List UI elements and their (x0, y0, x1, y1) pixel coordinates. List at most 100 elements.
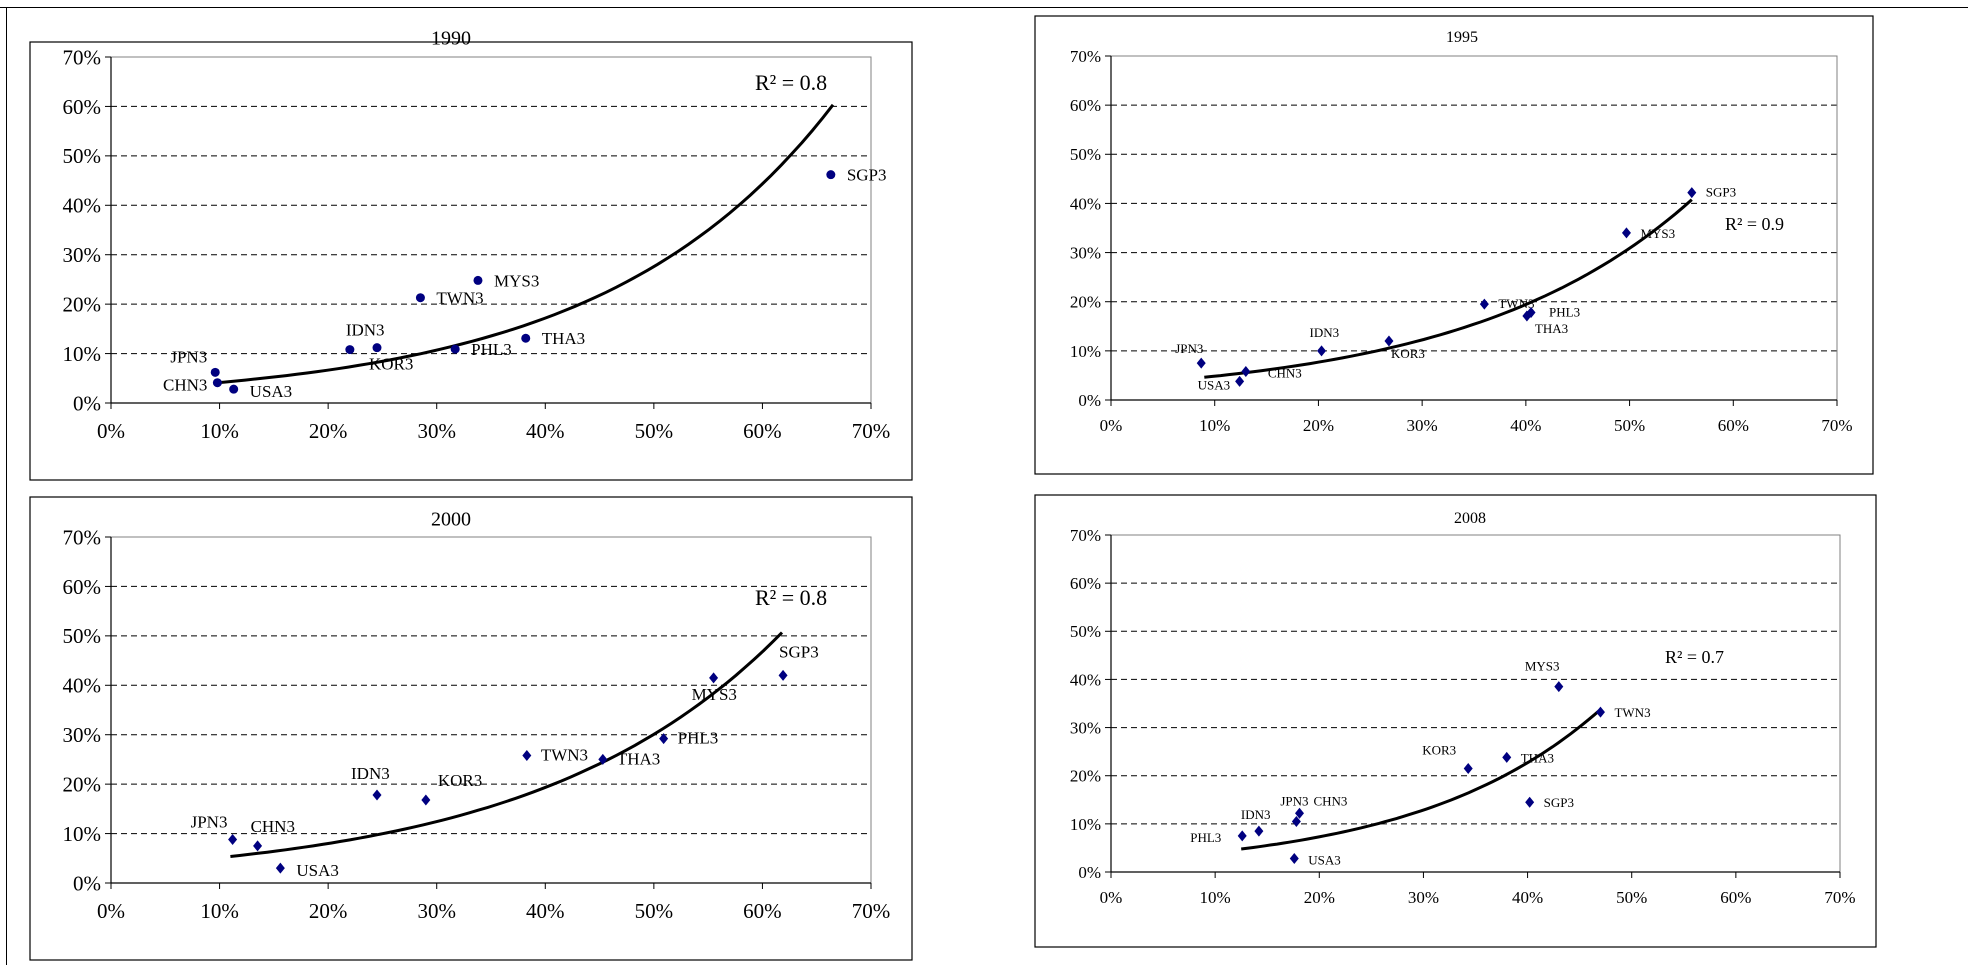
x-tick-label: 0% (1100, 888, 1123, 907)
x-tick-label: 0% (97, 419, 125, 443)
y-tick-label: 40% (63, 674, 102, 698)
chart-title: 1990 (431, 27, 471, 49)
point-label-tha3: THA3 (1521, 750, 1554, 765)
x-tick-label: 70% (1824, 888, 1855, 907)
y-tick-label: 50% (63, 144, 102, 168)
figure-frame-left (6, 7, 7, 965)
data-point-sgp3 (1687, 187, 1697, 199)
chart-border (29, 496, 913, 961)
point-label-sgp3: SGP3 (1706, 185, 1736, 200)
point-label-chn3: CHN3 (1313, 793, 1347, 808)
point-label-usa3: USA3 (1308, 853, 1341, 868)
x-tick-label: 50% (1616, 888, 1647, 907)
data-point-sgp3 (778, 669, 788, 681)
data-point-jpn3 (210, 367, 220, 377)
point-label-sgp3: SGP3 (779, 642, 819, 661)
point-label-usa3: USA3 (250, 382, 293, 401)
r-squared-label: R² = 0.7 (1665, 647, 1724, 667)
y-tick-label: 0% (73, 871, 101, 895)
x-tick-label: 30% (1407, 416, 1438, 435)
x-tick-label: 30% (417, 419, 456, 443)
data-point-usa3 (1235, 375, 1245, 387)
y-tick-label: 50% (1070, 145, 1101, 164)
data-point-chn3 (1241, 365, 1251, 377)
data-point-phl3 (450, 344, 460, 354)
point-label-phl3: PHL3 (1549, 305, 1580, 320)
point-label-jpn3: JPN3 (1175, 341, 1203, 356)
chart-panel-1990: 0% 10% 20% 30% 40% 50% 60% 70% 0% 10% 20% 30% 40% 50%… (29, 27, 913, 481)
point-label-phl3: PHL3 (471, 340, 512, 359)
point-label-mys3: MYS3 (1525, 659, 1560, 674)
y-tick-label: 0% (1078, 391, 1101, 410)
point-label-kor3: KOR3 (369, 355, 413, 374)
x-tick-label: 20% (1303, 416, 1334, 435)
y-tick-label: 0% (73, 391, 101, 415)
point-label-chn3: CHN3 (1268, 365, 1302, 380)
data-point-chn3 (253, 840, 263, 852)
chart-title: 2000 (431, 508, 471, 530)
point-label-idn3: IDN3 (1310, 325, 1340, 340)
chart-title: 2008 (1454, 510, 1486, 527)
x-tick-label: 10% (200, 419, 239, 443)
x-tick-label: 60% (1718, 416, 1749, 435)
trend-line (1241, 708, 1602, 851)
x-tick-label: 60% (743, 419, 782, 443)
y-tick-label: 40% (63, 194, 102, 218)
point-label-idn3: IDN3 (346, 321, 385, 340)
point-label-phl3: PHL3 (678, 729, 719, 748)
point-label-usa3: USA3 (1198, 377, 1231, 392)
point-label-chn3: CHN3 (163, 376, 207, 395)
y-tick-label: 10% (1070, 342, 1101, 361)
y-tick-label: 70% (1070, 526, 1101, 545)
data-point-idn3 (1317, 345, 1327, 357)
y-tick-label: 10% (63, 342, 102, 366)
y-tick-label: 70% (1070, 47, 1101, 66)
data-point-usa3 (229, 384, 239, 394)
x-tick-label: 70% (852, 899, 891, 923)
x-tick-label: 10% (1199, 416, 1230, 435)
y-tick-label: 20% (63, 772, 102, 796)
x-tick-label: 40% (526, 899, 565, 923)
point-label-sgp3: SGP3 (847, 166, 887, 185)
x-tick-label: 50% (1614, 416, 1645, 435)
chart-panel-2008: 0% 10% 20% 30% 40% 50% 60% 70% 0% 10% 20% 30% 40% 50%… (1034, 494, 1877, 948)
point-label-kor3: KOR3 (438, 771, 482, 790)
y-tick-label: 60% (63, 575, 102, 599)
data-point-sgp3 (826, 170, 836, 180)
data-point-kor3 (1463, 762, 1473, 774)
data-point-tha3 (598, 753, 608, 765)
point-label-mys3: MYS3 (692, 685, 737, 704)
point-label-tha3: THA3 (1535, 321, 1568, 336)
data-point-idn3 (1254, 825, 1264, 837)
r-squared-label: R² = 0.8 (755, 70, 827, 95)
x-tick-label: 0% (97, 899, 125, 923)
data-point-idn3 (372, 789, 382, 801)
x-tick-label: 30% (417, 899, 456, 923)
data-point-mys3 (473, 275, 483, 285)
chart-border (1034, 15, 1874, 475)
point-label-jpn3: JPN3 (191, 813, 228, 832)
point-label-twn3: TWN3 (541, 745, 588, 764)
y-tick-label: 30% (63, 243, 102, 267)
data-point-jpn3 (1291, 815, 1301, 827)
data-point-kor3 (1384, 335, 1394, 347)
x-tick-label: 10% (200, 899, 239, 923)
x-tick-label: 0% (1100, 416, 1123, 435)
point-label-jpn3: JPN3 (1280, 793, 1308, 808)
data-point-sgp3 (1525, 796, 1535, 808)
chart-border (29, 41, 913, 481)
x-tick-label: 10% (1200, 888, 1231, 907)
data-point-tha3 (1502, 751, 1512, 763)
data-point-kor3 (421, 794, 431, 806)
trend-line (230, 631, 784, 858)
point-label-jpn3: JPN3 (170, 347, 207, 366)
x-tick-label: 20% (309, 899, 348, 923)
figure-frame-top (0, 7, 1968, 8)
x-tick-label: 30% (1408, 888, 1439, 907)
y-tick-label: 30% (1070, 719, 1101, 738)
y-tick-label: 60% (1070, 574, 1101, 593)
x-tick-label: 60% (1720, 888, 1751, 907)
x-tick-label: 40% (526, 419, 565, 443)
data-point-tha3 (521, 333, 531, 343)
